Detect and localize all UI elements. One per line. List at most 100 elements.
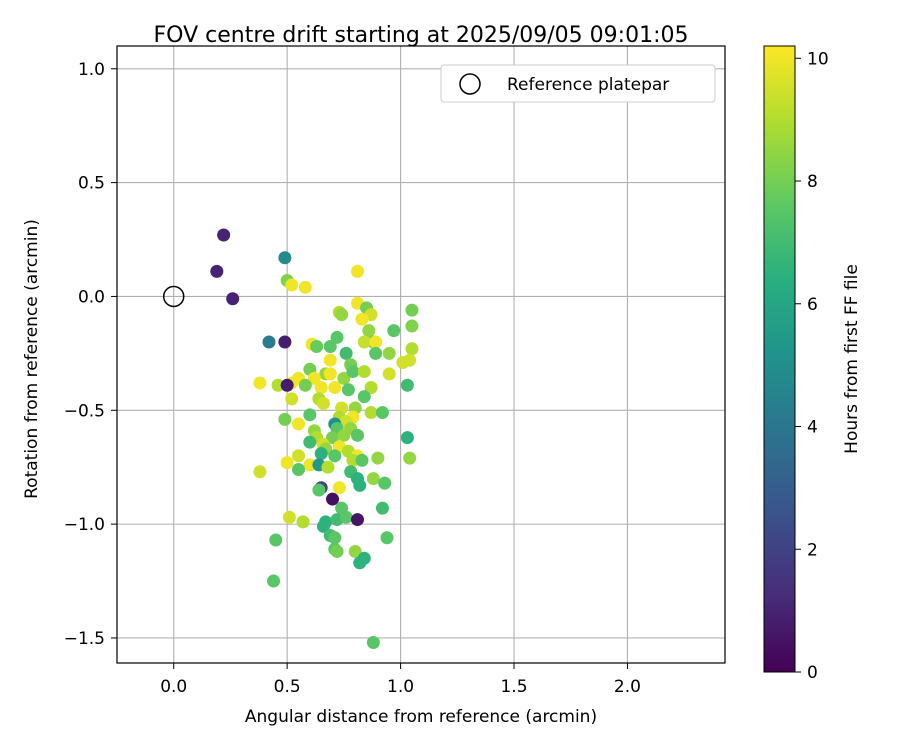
data-point bbox=[314, 381, 328, 395]
data-point bbox=[357, 335, 371, 349]
x-tick-label: 1.0 bbox=[387, 677, 414, 697]
data-point bbox=[348, 544, 362, 558]
y-tick-label: −0.5 bbox=[64, 401, 105, 421]
data-point bbox=[357, 390, 371, 404]
data-point bbox=[353, 556, 367, 570]
data-point bbox=[282, 510, 296, 524]
data-point bbox=[405, 342, 419, 356]
data-point bbox=[362, 324, 376, 338]
y-tick-label: 0.5 bbox=[78, 174, 105, 194]
data-point bbox=[312, 483, 326, 497]
data-point bbox=[387, 324, 401, 338]
data-point bbox=[291, 462, 305, 476]
data-point bbox=[323, 340, 337, 354]
colorbar-tick-label: 6 bbox=[807, 295, 818, 315]
x-tick-label: 0.5 bbox=[274, 677, 301, 697]
data-point bbox=[316, 519, 330, 533]
data-point bbox=[400, 431, 414, 445]
colorbar-gradient bbox=[763, 45, 796, 673]
data-point bbox=[380, 531, 394, 545]
data-point bbox=[298, 280, 312, 294]
data-point bbox=[303, 408, 317, 422]
data-point bbox=[355, 453, 369, 467]
data-point bbox=[296, 515, 310, 529]
colorbar: 0 2 4 6 8 10 Hours from first FF file bbox=[763, 45, 862, 683]
data-point bbox=[346, 453, 360, 467]
data-point bbox=[285, 278, 299, 292]
data-point bbox=[210, 264, 224, 278]
data-point bbox=[375, 406, 389, 420]
data-point bbox=[382, 346, 396, 360]
chart-title: FOV centre drift starting at 2025/09/05 … bbox=[154, 23, 689, 48]
data-point bbox=[326, 431, 340, 445]
data-point bbox=[350, 428, 364, 442]
data-point bbox=[330, 544, 344, 558]
legend-reference-marker bbox=[459, 73, 481, 95]
y-ticks: 1.0 0.5 0.0 −0.5 −1.0 −1.5 bbox=[64, 60, 117, 649]
data-point bbox=[291, 417, 305, 431]
data-point bbox=[269, 533, 283, 547]
data-point bbox=[400, 378, 414, 392]
reference-layer bbox=[162, 285, 185, 308]
data-point bbox=[316, 396, 330, 410]
x-tick-label: 0.0 bbox=[160, 677, 187, 697]
y-tick-label: 0.0 bbox=[78, 287, 105, 307]
x-tick-label: 1.5 bbox=[500, 677, 527, 697]
data-point bbox=[323, 367, 337, 381]
data-point bbox=[262, 335, 276, 349]
data-point bbox=[364, 406, 378, 420]
data-point bbox=[328, 449, 342, 463]
data-point bbox=[403, 451, 417, 465]
data-point bbox=[303, 458, 317, 472]
data-point bbox=[350, 513, 364, 527]
legend-reference-label: Reference platepar bbox=[507, 75, 669, 95]
data-point bbox=[337, 428, 351, 442]
x-tick-label: 2.0 bbox=[614, 677, 641, 697]
data-point bbox=[278, 335, 292, 349]
data-point bbox=[321, 460, 335, 474]
colorbar-tick-label: 8 bbox=[807, 172, 818, 192]
data-point bbox=[291, 449, 305, 463]
data-point bbox=[332, 481, 346, 495]
data-point bbox=[364, 381, 378, 395]
data-point bbox=[335, 308, 349, 322]
data-point bbox=[355, 312, 369, 326]
data-point bbox=[278, 251, 292, 265]
data-point bbox=[346, 365, 360, 379]
scatter-points bbox=[210, 228, 419, 650]
data-point bbox=[330, 330, 344, 344]
data-point bbox=[253, 376, 267, 390]
colorbar-tick-label: 4 bbox=[807, 418, 818, 438]
data-point bbox=[369, 335, 383, 349]
colorbar-tick-label: 10 bbox=[807, 49, 829, 69]
data-point bbox=[280, 378, 294, 392]
reference-platepar-marker bbox=[162, 285, 185, 308]
data-point bbox=[396, 355, 410, 369]
data-point bbox=[378, 476, 392, 490]
data-point bbox=[307, 371, 321, 385]
data-point bbox=[341, 383, 355, 397]
data-point bbox=[303, 435, 317, 449]
x-ticks: 0.0 0.5 1.0 1.5 2.0 bbox=[160, 663, 641, 697]
data-point bbox=[298, 378, 312, 392]
data-point bbox=[267, 574, 281, 588]
legend-box bbox=[440, 64, 716, 103]
y-tick-label: −1.0 bbox=[64, 515, 105, 535]
data-point bbox=[278, 412, 292, 426]
data-point bbox=[371, 451, 385, 465]
grid-lines bbox=[117, 46, 725, 663]
data-point bbox=[226, 292, 240, 306]
data-point bbox=[339, 346, 353, 360]
data-point bbox=[217, 228, 231, 242]
x-axis-label: Angular distance from reference (arcmin) bbox=[245, 707, 597, 727]
data-point bbox=[310, 340, 324, 354]
y-tick-label: 1.0 bbox=[78, 60, 105, 80]
data-point bbox=[339, 510, 353, 524]
data-point bbox=[375, 501, 389, 515]
data-point bbox=[369, 346, 383, 360]
data-point bbox=[405, 303, 419, 317]
data-point bbox=[337, 371, 351, 385]
colorbar-tick-label: 0 bbox=[807, 663, 818, 683]
data-point bbox=[323, 353, 337, 367]
